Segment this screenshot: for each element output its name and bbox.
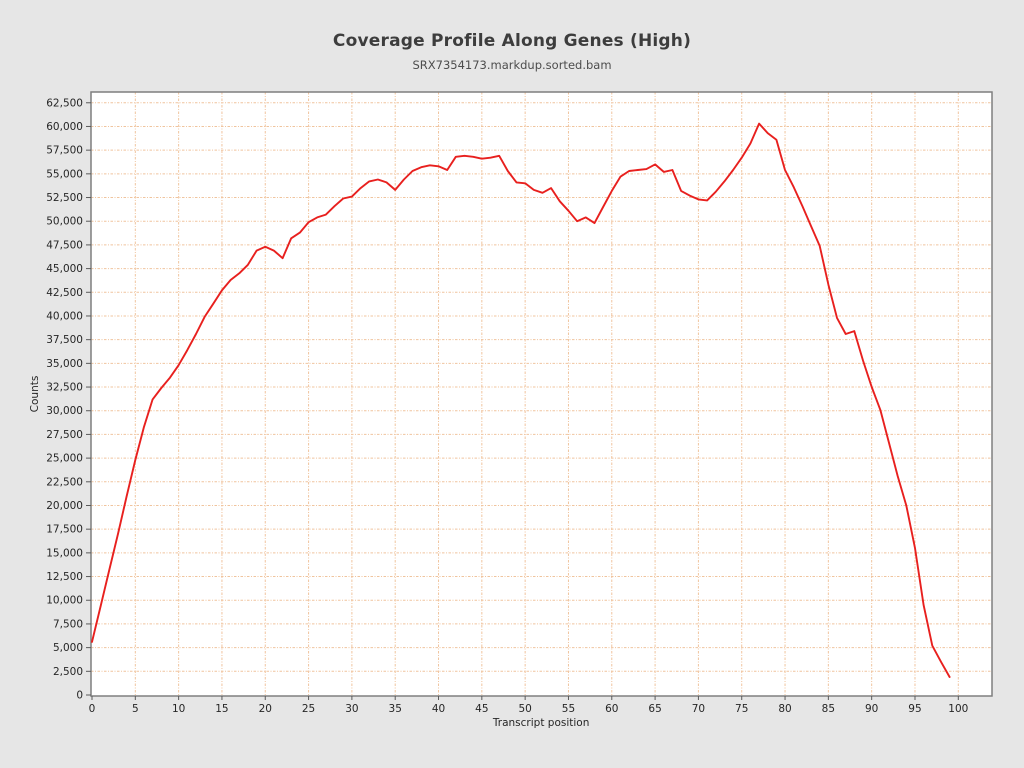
y-tick-label: 60,000 <box>46 121 83 133</box>
y-tick-label: 17,500 <box>46 524 83 536</box>
y-tick-label: 7,500 <box>53 618 83 630</box>
y-axis-title: Counts <box>29 376 41 413</box>
x-tick-label: 70 <box>692 703 705 715</box>
y-tick-label: 57,500 <box>46 145 83 157</box>
x-tick-label: 5 <box>132 703 139 715</box>
x-tick-label: 35 <box>389 703 402 715</box>
y-tick-label: 2,500 <box>53 666 83 678</box>
y-tick-label: 32,500 <box>46 382 83 394</box>
chart-subtitle: SRX7354173.markdup.sorted.bam <box>412 58 612 72</box>
coverage-profile-line <box>91 122 951 678</box>
y-tick-label: 5,000 <box>53 642 83 654</box>
y-tick-label: 15,000 <box>46 547 83 559</box>
x-tick-label: 15 <box>215 703 228 715</box>
x-tick-label: 45 <box>475 703 488 715</box>
x-tick-label: 50 <box>518 703 531 715</box>
y-tick-label: 20,000 <box>46 500 83 512</box>
x-tick-label: 85 <box>822 703 835 715</box>
y-tick-label: 35,000 <box>46 358 83 370</box>
x-axis-title: Transcript position <box>492 717 589 729</box>
x-tick-label: 65 <box>648 703 661 715</box>
y-tick-label: 50,000 <box>46 216 83 228</box>
x-tick-label: 100 <box>948 703 968 715</box>
y-tick-label: 12,500 <box>46 571 83 583</box>
x-tick-label: 10 <box>172 703 185 715</box>
y-tick-label: 37,500 <box>46 334 83 346</box>
y-tick-label: 10,000 <box>46 595 83 607</box>
y-tick-label: 0 <box>76 690 83 702</box>
x-tick-label: 80 <box>778 703 791 715</box>
y-tick-label: 25,000 <box>46 453 83 465</box>
x-tick-label: 55 <box>562 703 575 715</box>
y-tick-label: 52,500 <box>46 192 83 204</box>
y-tick-label: 42,500 <box>46 287 83 299</box>
y-tick-label: 55,000 <box>46 168 83 180</box>
plot-border <box>90 91 993 697</box>
y-tick-label: 45,000 <box>46 263 83 275</box>
x-tick-label: 25 <box>302 703 315 715</box>
x-tick-label: 0 <box>89 703 96 715</box>
x-tick-label: 30 <box>345 703 358 715</box>
y-tick-label: 30,000 <box>46 405 83 417</box>
chart-title: Coverage Profile Along Genes (High) <box>332 31 692 51</box>
x-tick-label: 95 <box>908 703 921 715</box>
y-tick-label: 40,000 <box>46 310 83 322</box>
x-tick-label: 90 <box>865 703 878 715</box>
x-tick-label: 40 <box>432 703 445 715</box>
plot-area <box>91 92 992 696</box>
y-tick-label: 62,500 <box>46 97 83 109</box>
y-tick-label: 47,500 <box>46 239 83 251</box>
x-tick-label: 75 <box>735 703 748 715</box>
y-tick-label: 22,500 <box>46 476 83 488</box>
x-tick-label: 60 <box>605 703 618 715</box>
y-tick-label: 27,500 <box>46 429 83 441</box>
x-tick-label: 20 <box>259 703 272 715</box>
